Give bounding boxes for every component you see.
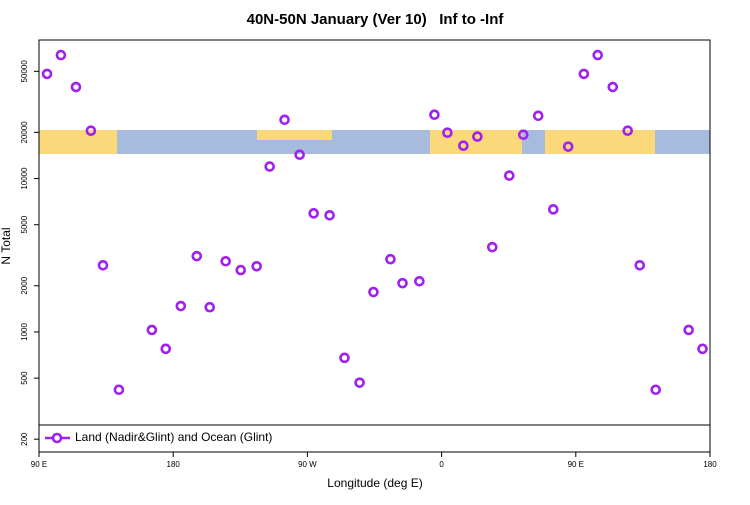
x-tick-label: 0 bbox=[439, 460, 444, 469]
point bbox=[442, 127, 453, 138]
point bbox=[622, 125, 633, 137]
point bbox=[308, 208, 319, 219]
point bbox=[279, 114, 290, 126]
point bbox=[368, 286, 379, 298]
legend-marker bbox=[51, 432, 63, 444]
point bbox=[578, 68, 590, 80]
y-axis-label: N Total bbox=[0, 227, 13, 264]
x-axis-label: Longitude (deg E) bbox=[327, 476, 422, 490]
land bbox=[257, 130, 332, 140]
point bbox=[191, 250, 203, 262]
point bbox=[85, 125, 97, 137]
point bbox=[294, 149, 305, 161]
point bbox=[429, 109, 440, 121]
point bbox=[414, 275, 425, 287]
x-tick-label: 90 W bbox=[298, 460, 317, 469]
point bbox=[385, 253, 396, 265]
point bbox=[70, 81, 82, 93]
point bbox=[562, 141, 574, 152]
point bbox=[472, 131, 483, 142]
y-tick-label: 10000 bbox=[20, 167, 29, 190]
point bbox=[339, 352, 350, 364]
point bbox=[607, 81, 619, 93]
point bbox=[503, 170, 515, 181]
y-tick-label: 500 bbox=[20, 371, 29, 385]
legend-label: Land (Nadir&Glint) and Ocean (Glint) bbox=[75, 430, 272, 444]
point bbox=[697, 343, 708, 355]
point bbox=[486, 241, 498, 253]
point bbox=[97, 259, 109, 271]
point bbox=[113, 384, 125, 396]
point bbox=[547, 204, 559, 215]
point bbox=[55, 49, 67, 61]
y-tick-label: 2000 bbox=[20, 276, 29, 294]
point bbox=[41, 68, 53, 80]
map-band bbox=[39, 130, 710, 154]
point bbox=[324, 209, 335, 221]
point bbox=[532, 110, 544, 122]
x-tick-label: 90 E bbox=[31, 460, 47, 469]
point bbox=[458, 140, 469, 152]
land bbox=[39, 130, 117, 154]
legend-box bbox=[38, 424, 711, 453]
y-tick-label: 20000 bbox=[20, 121, 29, 144]
y-tick-label: 1000 bbox=[20, 323, 29, 341]
point bbox=[220, 255, 231, 267]
point bbox=[650, 384, 662, 396]
x-tick-label: 90 E bbox=[568, 460, 584, 469]
point bbox=[235, 264, 247, 276]
point bbox=[146, 324, 158, 336]
y-tick-label: 50000 bbox=[20, 60, 29, 83]
chart-title: 40N-50N January (Ver 10) Inf to -Inf bbox=[247, 11, 505, 28]
point bbox=[160, 343, 172, 355]
land bbox=[545, 130, 655, 154]
point bbox=[518, 129, 529, 141]
point bbox=[264, 161, 275, 172]
x-tick-label: 180 bbox=[703, 460, 717, 469]
point bbox=[204, 301, 216, 313]
y-tick-label: 5000 bbox=[20, 215, 29, 233]
point bbox=[634, 259, 646, 271]
point bbox=[251, 260, 263, 272]
point bbox=[592, 49, 604, 61]
point bbox=[175, 300, 187, 312]
y-tick-label: 200 bbox=[20, 432, 29, 446]
point bbox=[397, 277, 408, 289]
point bbox=[683, 324, 694, 336]
x-tick-label: 180 bbox=[167, 460, 181, 469]
point bbox=[354, 377, 365, 388]
